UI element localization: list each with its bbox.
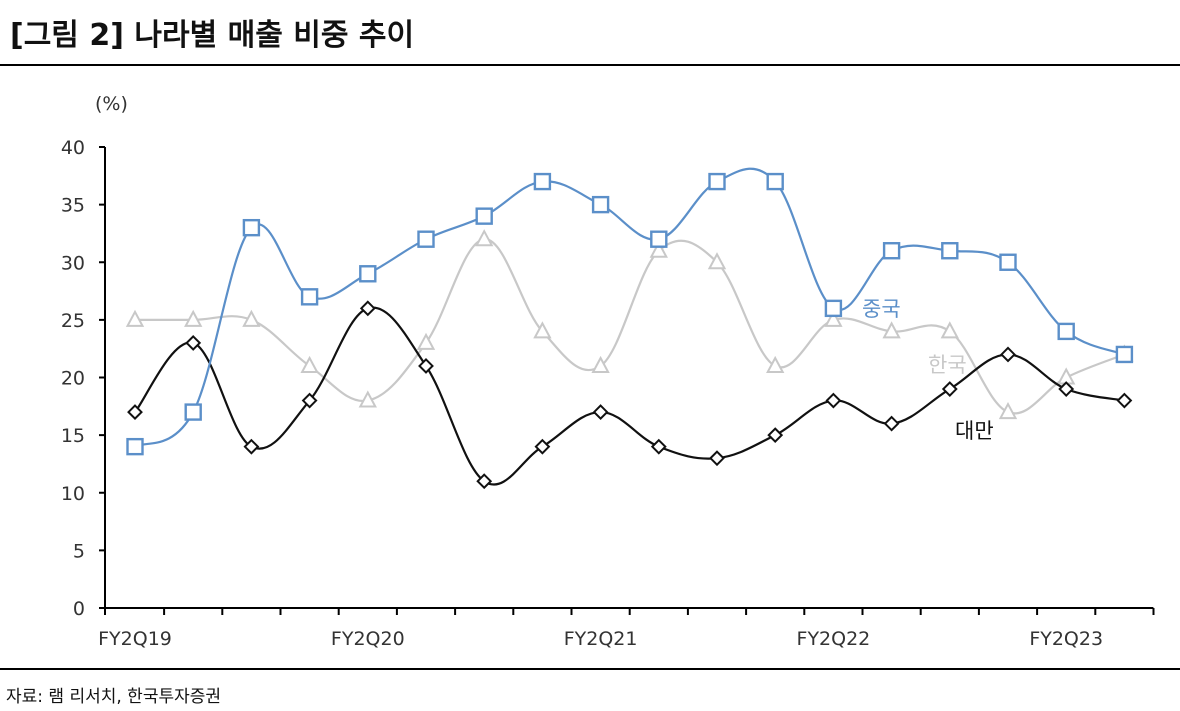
data-point-triangle bbox=[242, 309, 261, 327]
y-unit-label: (%) bbox=[95, 93, 128, 115]
data-point-triangle bbox=[940, 321, 959, 339]
data-point-triangle bbox=[184, 309, 203, 327]
y-tick-label: 15 bbox=[61, 425, 85, 447]
data-point-triangle bbox=[824, 309, 843, 327]
data-point-diamond bbox=[825, 392, 842, 409]
x-tick-label: FY2Q20 bbox=[331, 628, 405, 650]
data-point-square bbox=[300, 288, 319, 306]
chart-title: [그림 2] 나라별 매출 비중 추이 bbox=[10, 18, 415, 53]
y-tick-label: 35 bbox=[61, 195, 85, 217]
data-point-square bbox=[882, 242, 901, 260]
series-line-한국 bbox=[134, 238, 1125, 415]
data-point-diamond bbox=[941, 381, 958, 397]
data-point-square bbox=[475, 207, 493, 225]
series-line-대만 bbox=[134, 306, 1125, 486]
data-point-diamond bbox=[359, 300, 376, 317]
data-point-square bbox=[184, 403, 202, 421]
data-point-diamond bbox=[127, 404, 143, 420]
y-tick-label: 40 bbox=[61, 137, 85, 159]
data-point-square bbox=[1057, 322, 1075, 341]
y-tick-label: 20 bbox=[61, 368, 85, 390]
data-point-square bbox=[650, 230, 668, 248]
data-point-triangle bbox=[475, 229, 494, 247]
data-point-triangle bbox=[416, 332, 436, 350]
data-point-triangle bbox=[882, 321, 901, 339]
data-point-triangle bbox=[998, 401, 1018, 420]
y-tick-label: 5 bbox=[73, 540, 85, 562]
data-point-square bbox=[999, 253, 1017, 271]
data-point-square bbox=[941, 242, 959, 260]
data-point-diamond bbox=[709, 450, 725, 467]
data-point-square bbox=[708, 172, 726, 191]
data-point-diamond bbox=[1116, 392, 1133, 409]
y-tick-label: 25 bbox=[61, 310, 85, 332]
top-rule bbox=[0, 64, 1180, 66]
data-point-diamond bbox=[1000, 346, 1016, 363]
data-point-diamond bbox=[883, 415, 900, 432]
data-point-square bbox=[824, 299, 843, 318]
series-label-중국: 중국 bbox=[862, 297, 901, 321]
data-point-square bbox=[1115, 345, 1134, 364]
data-point-diamond bbox=[185, 335, 202, 351]
data-point-square bbox=[766, 172, 784, 191]
data-point-diamond bbox=[534, 438, 551, 455]
x-tick-label: FY2Q22 bbox=[797, 628, 871, 650]
source-note: 자료: 램 리서치, 한국투자증권 bbox=[6, 687, 222, 707]
data-point-triangle bbox=[300, 355, 319, 373]
data-point-triangle bbox=[533, 321, 552, 339]
y-tick-label: 10 bbox=[61, 483, 85, 505]
x-tick-label: FY2Q23 bbox=[1029, 628, 1103, 650]
data-point-diamond bbox=[476, 473, 493, 490]
data-point-square bbox=[533, 172, 552, 191]
data-point-triangle bbox=[125, 309, 145, 327]
data-point-diamond bbox=[418, 358, 434, 374]
data-point-diamond bbox=[767, 427, 784, 444]
data-point-triangle bbox=[707, 252, 727, 270]
data-point-diamond bbox=[243, 438, 260, 455]
data-point-triangle bbox=[358, 390, 377, 408]
data-point-diamond bbox=[650, 438, 667, 455]
x-tick-label: FY2Q21 bbox=[564, 628, 638, 650]
data-point-square bbox=[417, 230, 435, 248]
y-tick-label: 0 bbox=[73, 598, 85, 620]
series-label-한국: 한국 bbox=[928, 353, 967, 377]
data-point-square bbox=[591, 195, 610, 214]
data-point-square bbox=[126, 437, 144, 456]
data-point-triangle bbox=[591, 355, 610, 373]
data-point-triangle bbox=[766, 355, 785, 373]
x-tick-label: FY2Q19 bbox=[98, 628, 172, 650]
data-point-diamond bbox=[1058, 381, 1075, 397]
data-point-diamond bbox=[592, 404, 609, 420]
data-point-triangle bbox=[649, 240, 668, 258]
y-tick-label: 30 bbox=[61, 252, 85, 274]
bottom-rule bbox=[0, 668, 1180, 670]
data-point-diamond bbox=[301, 392, 318, 409]
line-chart: (%) 0 5 10 15 20 25 30 35 40 FY2Q19 FY2Q20 FY2Q21 FY2… bbox=[61, 93, 1155, 650]
data-point-square bbox=[242, 218, 261, 237]
data-point-square bbox=[359, 265, 377, 283]
series-label-대만: 대만 bbox=[955, 419, 994, 443]
